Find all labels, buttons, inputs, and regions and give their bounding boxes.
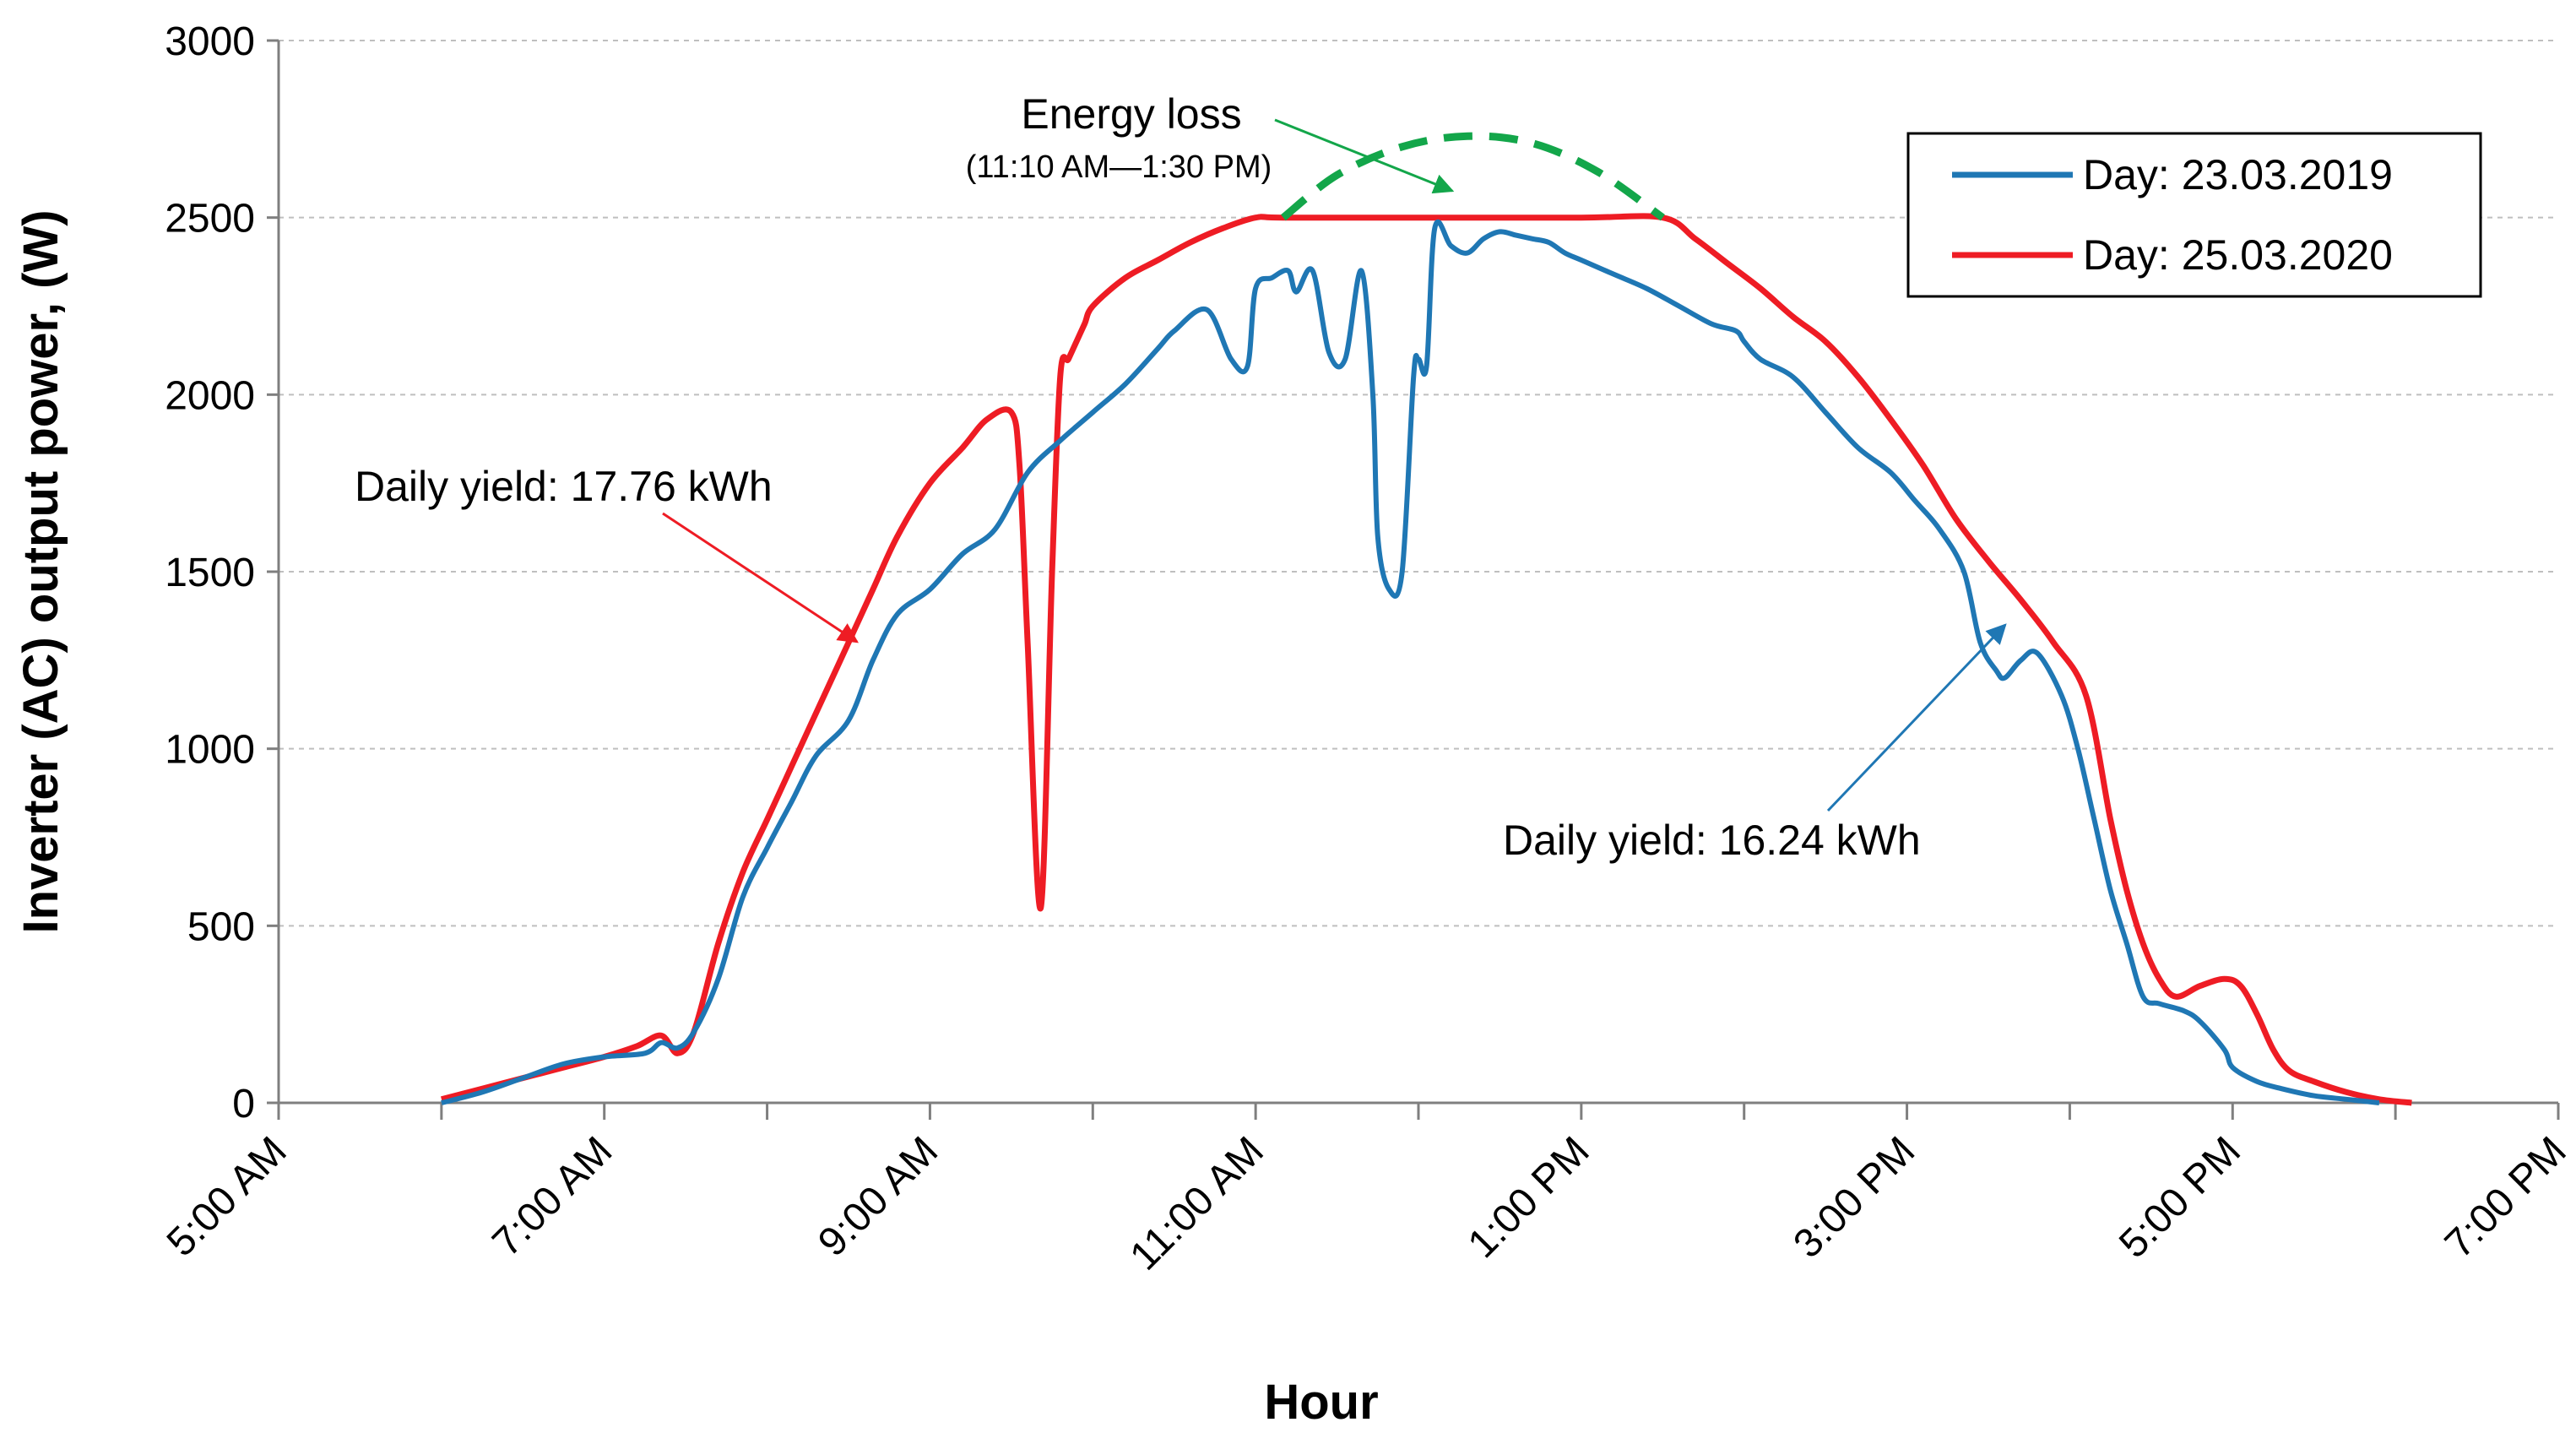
x-tick-label: 3:00 PM	[1785, 1128, 1923, 1267]
energy-loss-time-range: (11:10 AM—1:30 PM)	[966, 149, 1272, 185]
x-tick-label: 7:00 AM	[484, 1128, 621, 1265]
x-axis-label: Hour	[1264, 1375, 1378, 1430]
y-tick-label: 2000	[165, 373, 255, 418]
series-layer	[441, 132, 2412, 1106]
x-tick-label: 5:00 PM	[2111, 1128, 2249, 1267]
y-tick-label: 3000	[165, 19, 255, 64]
x-tick-label: 1:00 PM	[1460, 1128, 1598, 1267]
y-axis-label: Inverter (AC) output power, (W)	[14, 209, 68, 933]
y-tick-label: 0	[232, 1082, 255, 1126]
y-tick-label: 1000	[165, 728, 255, 773]
daily-yield-2019-arrow	[1826, 623, 2007, 812]
x-axis-ticks: 5:00 AM 7:00 AM 9:00 AM 11:00 AM 1:00 PM 3:00…	[159, 1103, 2575, 1279]
legend-box	[1906, 132, 2482, 298]
energy-loss-annotation-text: Energy loss	[1021, 90, 1241, 138]
x-tick-label: 5:00 AM	[159, 1128, 296, 1265]
legend-label-2020: Day: 25.03.2020	[2083, 231, 2393, 279]
legend-label-2019: Day: 23.03.2019	[2083, 151, 2393, 198]
daily-yield-2020-arrow	[662, 512, 860, 643]
y-tick-label: 500	[187, 904, 255, 949]
series-line-2020	[441, 213, 2412, 1106]
series-line-2019	[441, 219, 2380, 1105]
legend: Day: 23.03.2019 Day: 25.03.2020	[1906, 132, 2482, 298]
energy-loss-arrow	[1274, 118, 1455, 194]
y-axis-ticks: 0 500 1000 1500 2000 2500 3000	[165, 19, 279, 1126]
daily-yield-2020-annotation: Daily yield: 17.76 kWh	[355, 463, 773, 510]
x-tick-label: 7:00 PM	[2437, 1128, 2575, 1267]
x-tick-label: 9:00 AM	[810, 1128, 946, 1265]
energy-loss-curve	[1281, 132, 1665, 221]
y-tick-label: 2500	[165, 197, 255, 242]
y-tick-label: 1500	[165, 551, 255, 595]
x-tick-label: 11:00 AM	[1122, 1128, 1272, 1278]
daily-yield-2019-annotation: Daily yield: 16.24 kWh	[1503, 817, 1921, 864]
